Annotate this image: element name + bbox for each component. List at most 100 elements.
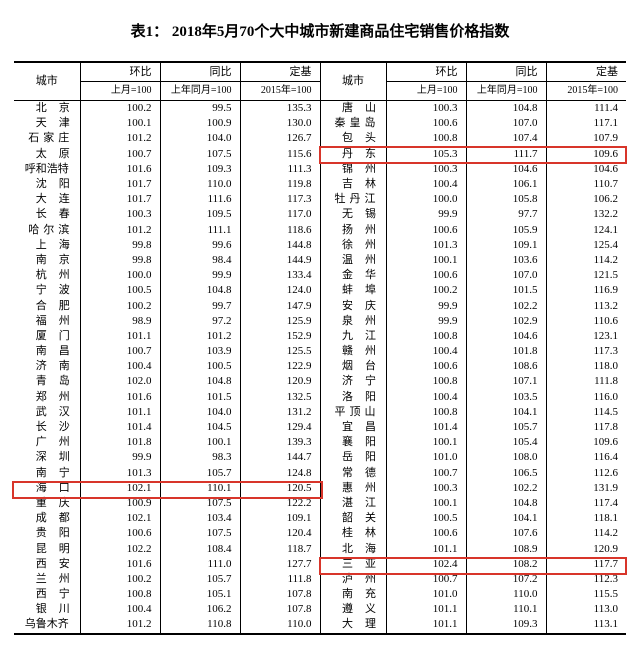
cell-city: 金华 <box>320 268 386 283</box>
city-name: 惠州 <box>321 483 398 494</box>
cell-yoy: 108.2 <box>466 557 546 572</box>
cell-mom: 101.1 <box>386 617 466 633</box>
cell-mom: 100.3 <box>386 101 466 117</box>
table-row: 郑州101.6101.5132.5洛阳100.4103.5116.0 <box>14 390 626 405</box>
cell-base: 116.0 <box>546 390 626 405</box>
cell-mom: 100.4 <box>80 359 160 374</box>
cell-mom: 101.8 <box>80 435 160 450</box>
city-name: 南昌 <box>14 346 92 357</box>
hdr-city-left: 城市 <box>14 62 80 101</box>
cell-base: 120.4 <box>240 526 320 541</box>
city-name: 武汉 <box>14 407 92 418</box>
cell-city: 杭州 <box>14 268 80 283</box>
cell-mom: 100.0 <box>80 268 160 283</box>
cell-base: 109.6 <box>546 147 626 162</box>
cell-mom: 100.2 <box>80 572 160 587</box>
cell-base: 111.3 <box>240 162 320 177</box>
cell-base: 120.9 <box>546 541 626 556</box>
cell-mom: 99.8 <box>80 253 160 268</box>
cell-yoy: 104.0 <box>160 405 240 420</box>
cell-base: 112.3 <box>546 572 626 587</box>
cell-city: 哈尔滨 <box>14 223 80 238</box>
cell-city: 深圳 <box>14 450 80 465</box>
cell-city: 蚌埠 <box>320 283 386 298</box>
cell-mom: 100.5 <box>386 511 466 526</box>
cell-city: 重庆 <box>14 496 80 511</box>
cell-mom: 100.5 <box>80 283 160 298</box>
cell-base: 109.6 <box>546 435 626 450</box>
cell-base: 107.8 <box>240 602 320 617</box>
cell-city: 九江 <box>320 329 386 344</box>
city-name: 太原 <box>14 149 92 160</box>
cell-mom: 100.4 <box>80 602 160 617</box>
cell-city: 太原 <box>14 147 80 162</box>
city-name: 沈阳 <box>14 179 92 190</box>
cell-yoy: 105.7 <box>466 420 546 435</box>
table-row: 太原100.7107.5115.6丹东105.3111.7109.6 <box>14 147 626 162</box>
cell-city: 合肥 <box>14 298 80 313</box>
cell-yoy: 99.7 <box>160 298 240 313</box>
table-title: 表1： 2018年5月70个大中城市新建商品住宅销售价格指数 <box>10 20 630 41</box>
cell-yoy: 103.4 <box>160 511 240 526</box>
table-row: 海口102.1110.1120.5惠州100.3102.2131.9 <box>14 481 626 496</box>
cell-mom: 101.6 <box>80 162 160 177</box>
cell-base: 107.8 <box>240 587 320 602</box>
cell-base: 115.6 <box>240 147 320 162</box>
city-name: 金华 <box>321 270 398 281</box>
hdr-yoy-right: 同比 <box>466 62 546 82</box>
cell-city: 乌鲁木齐 <box>14 617 80 633</box>
cell-yoy: 101.5 <box>466 283 546 298</box>
hdr-mom-right: 环比 <box>386 62 466 82</box>
cell-mom: 102.2 <box>80 541 160 556</box>
cell-city: 银川 <box>14 602 80 617</box>
cell-base: 132.5 <box>240 390 320 405</box>
cell-yoy: 104.8 <box>160 283 240 298</box>
city-name: 济宁 <box>321 376 398 387</box>
cell-base: 125.4 <box>546 238 626 253</box>
city-name: 无锡 <box>321 209 398 220</box>
table-row: 武汉101.1104.0131.2平顶山100.8104.1114.5 <box>14 405 626 420</box>
cell-city: 郑州 <box>14 390 80 405</box>
table-row: 广州101.8100.1139.3襄阳100.1105.4109.6 <box>14 435 626 450</box>
cell-yoy: 98.3 <box>160 450 240 465</box>
cell-yoy: 103.6 <box>466 253 546 268</box>
city-name: 北海 <box>321 544 398 555</box>
city-name: 徐州 <box>321 240 398 251</box>
city-name: 丹东 <box>321 149 398 160</box>
table-row: 西宁100.8105.1107.8南充101.0110.0115.5 <box>14 587 626 602</box>
cell-yoy: 102.2 <box>466 481 546 496</box>
cell-city: 包头 <box>320 131 386 146</box>
cell-city: 唐山 <box>320 101 386 117</box>
table-row: 贵阳100.6107.5120.4桂林100.6107.6114.2 <box>14 526 626 541</box>
cell-mom: 102.1 <box>80 481 160 496</box>
cell-base: 118.0 <box>546 359 626 374</box>
cell-yoy: 105.7 <box>160 466 240 481</box>
cell-mom: 100.2 <box>386 283 466 298</box>
cell-yoy: 101.5 <box>160 390 240 405</box>
cell-yoy: 105.7 <box>160 572 240 587</box>
city-name: 南京 <box>14 255 92 266</box>
cell-yoy: 107.0 <box>466 116 546 131</box>
cell-yoy: 107.0 <box>466 268 546 283</box>
cell-yoy: 110.8 <box>160 617 240 633</box>
table-row: 沈阳101.7110.0119.8吉林100.4106.1110.7 <box>14 177 626 192</box>
hdr-base-left: 定基 <box>240 62 320 82</box>
cell-city: 北海 <box>320 541 386 556</box>
cell-mom: 102.0 <box>80 374 160 389</box>
cell-city: 徐州 <box>320 238 386 253</box>
cell-base: 109.1 <box>240 511 320 526</box>
cell-city: 惠州 <box>320 481 386 496</box>
cell-yoy: 108.4 <box>160 541 240 556</box>
city-name: 青岛 <box>14 376 92 387</box>
cell-city: 襄阳 <box>320 435 386 450</box>
cell-yoy: 107.1 <box>466 374 546 389</box>
cell-mom: 101.2 <box>80 131 160 146</box>
hdr-base-right: 定基 <box>546 62 626 82</box>
city-name: 厦门 <box>14 331 92 342</box>
city-name: 天津 <box>14 118 92 129</box>
cell-city: 沈阳 <box>14 177 80 192</box>
cell-mom: 100.6 <box>386 268 466 283</box>
cell-city: 大连 <box>14 192 80 207</box>
cell-yoy: 104.5 <box>160 420 240 435</box>
cell-yoy: 109.3 <box>466 617 546 633</box>
